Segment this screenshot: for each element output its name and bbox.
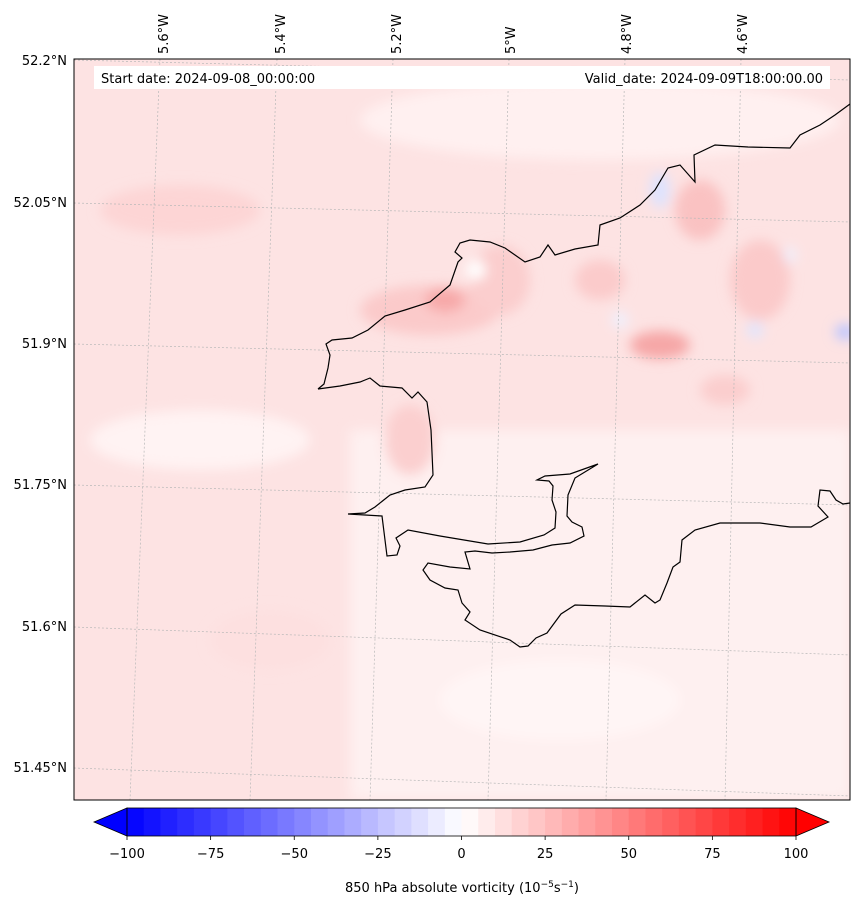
map-panel: Start date: 2024-09-08_00:00:00 Valid_da… (14, 14, 851, 801)
colorbar-segment (578, 808, 596, 836)
vorticity-field (90, 80, 850, 800)
colorbar-segment (779, 808, 797, 836)
colorbar-segment (662, 808, 680, 836)
colorbar-segment (478, 808, 496, 836)
lon-label: 4.8°W (620, 14, 635, 54)
colorbar-segment (210, 808, 228, 836)
colorbar-tick-label: 100 (784, 847, 809, 862)
lon-label: 5.2°W (390, 14, 405, 54)
colorbar-segment (428, 808, 446, 836)
colorbar-extend-min (92, 807, 128, 837)
colorbar-segment (160, 808, 178, 836)
colorbar-segment (344, 808, 362, 836)
lat-label: 51.6°N (22, 620, 67, 635)
colorbar-segment (678, 808, 697, 836)
lat-label: 51.75°N (14, 478, 67, 493)
colorbar-tick-label: −25 (364, 847, 391, 862)
colorbar-tick-label: 0 (457, 847, 465, 862)
lat-label: 51.45°N (14, 761, 67, 776)
lon-label: 4.6°W (736, 14, 751, 54)
lat-label: 51.9°N (22, 337, 67, 352)
colorbar-segment (193, 808, 212, 836)
colorbar-segment (444, 808, 462, 836)
colorbar-segment (494, 808, 513, 836)
valid-date-text: Valid_date: 2024-09-09T18:00:00.00 (585, 72, 823, 87)
lon-label: 5°W (504, 26, 519, 54)
colorbar-segments (127, 808, 797, 836)
colorbar-segment (561, 808, 579, 836)
colorbar-extend-max (795, 807, 831, 837)
colorbar-segment (143, 808, 161, 836)
colorbar-segment (277, 808, 295, 836)
colorbar-tick-label: 50 (620, 847, 637, 862)
colorbar-segment (528, 808, 546, 836)
colorbar-segment (612, 808, 630, 836)
colorbar-segment (327, 808, 345, 836)
colorbar-tick-label: −100 (109, 847, 145, 862)
colorbar-tick-label: −75 (197, 847, 224, 862)
map-frame (73, 58, 851, 801)
colorbar-tick-label: 75 (704, 847, 721, 862)
colorbar-segment (361, 808, 379, 836)
colorbar-tick-label: −50 (281, 847, 308, 862)
colorbar-segment (377, 808, 396, 836)
latitude-labels: 52.2°N 52.05°N 51.9°N 51.75°N 51.6°N 51.… (14, 54, 67, 776)
colorbar-segment (411, 808, 429, 836)
colorbar-tick-label: 25 (537, 847, 554, 862)
colorbar-segment (712, 808, 730, 836)
colorbar-segment (177, 808, 195, 836)
start-date-text: Start date: 2024-09-08_00:00:00 (101, 72, 315, 87)
lat-label: 52.05°N (14, 196, 67, 211)
colorbar-segment (628, 808, 646, 836)
colorbar-segment (695, 808, 713, 836)
colorbar-segment (394, 808, 412, 836)
colorbar-segment (310, 808, 329, 836)
colorbar-ticks: −100 −75 −50 −25 0 25 50 75 100 (109, 836, 808, 862)
colorbar-segment (745, 808, 763, 836)
lon-label: 5.6°W (157, 14, 172, 54)
colorbar-segment (127, 808, 145, 836)
lat-label: 52.2°N (22, 54, 67, 69)
longitude-labels: 5.6°W 5.4°W 5.2°W 5°W 4.8°W 4.6°W (157, 14, 751, 54)
colorbar: −100 −75 −50 −25 0 25 50 75 100 850 hPa absolute… (92, 807, 831, 896)
colorbar-segment (260, 808, 278, 836)
gridlines (74, 59, 850, 800)
colorbar-segment (244, 808, 262, 836)
header-box (94, 66, 830, 89)
colorbar-segment (729, 808, 747, 836)
colorbar-segment (645, 808, 663, 836)
colorbar-segment (762, 808, 780, 836)
colorbar-segment (511, 808, 529, 836)
colorbar-segment (227, 808, 245, 836)
colorbar-label: 850 hPa absolute vorticity (10−5s−1) (345, 880, 579, 896)
coastline (317, 103, 850, 648)
colorbar-segment (595, 808, 613, 836)
colorbar-segment (294, 808, 312, 836)
colorbar-segment (461, 808, 479, 836)
colorbar-segment (545, 808, 563, 836)
lon-label: 5.4°W (274, 14, 289, 54)
